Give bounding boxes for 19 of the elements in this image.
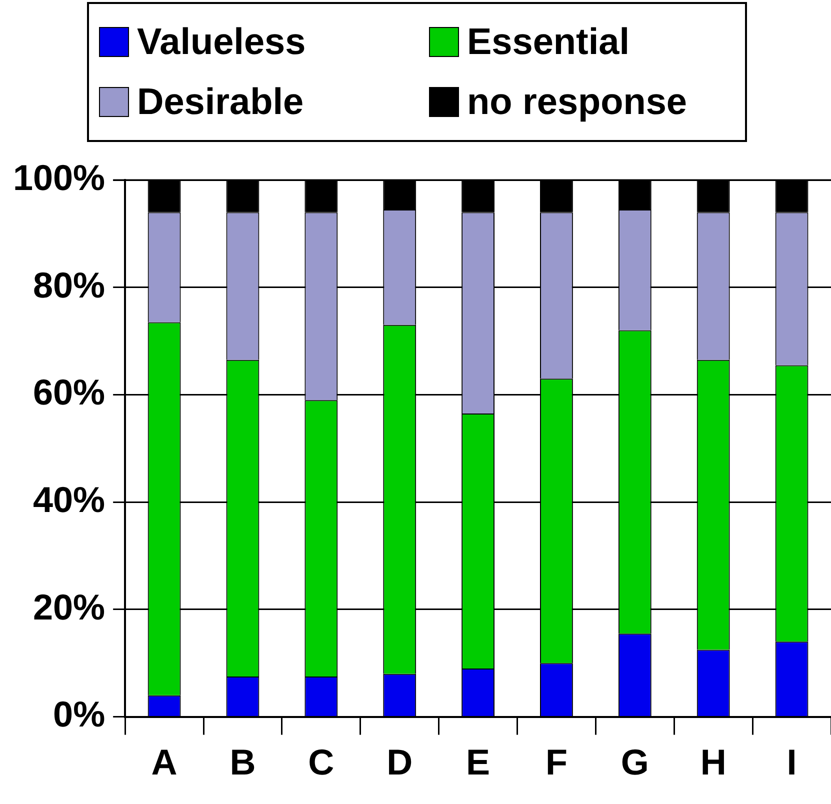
x-tick-label: I (786, 741, 797, 782)
y-tick-label: 0% (53, 694, 106, 735)
y-tick-label: 60% (33, 372, 106, 413)
x-tick-label: A (151, 741, 178, 782)
x-tick-label: G (620, 741, 649, 782)
legend-label: Valueless (137, 21, 306, 63)
x-tick-label: F (545, 741, 568, 782)
legend-label: Essential (467, 21, 630, 63)
y-tick-label: 100% (12, 156, 106, 198)
x-tick-label: C (308, 741, 334, 782)
legend-label: Desirable (137, 81, 304, 123)
x-tick-label: H (700, 741, 726, 782)
x-tick-label: D (386, 741, 413, 782)
legend-label: no response (467, 81, 687, 123)
x-tick-label: E (466, 741, 490, 782)
x-tick-label: B (230, 741, 256, 782)
y-tick-label: 40% (33, 479, 106, 520)
y-tick-label: 20% (33, 586, 106, 628)
y-tick-label: 80% (33, 264, 106, 306)
